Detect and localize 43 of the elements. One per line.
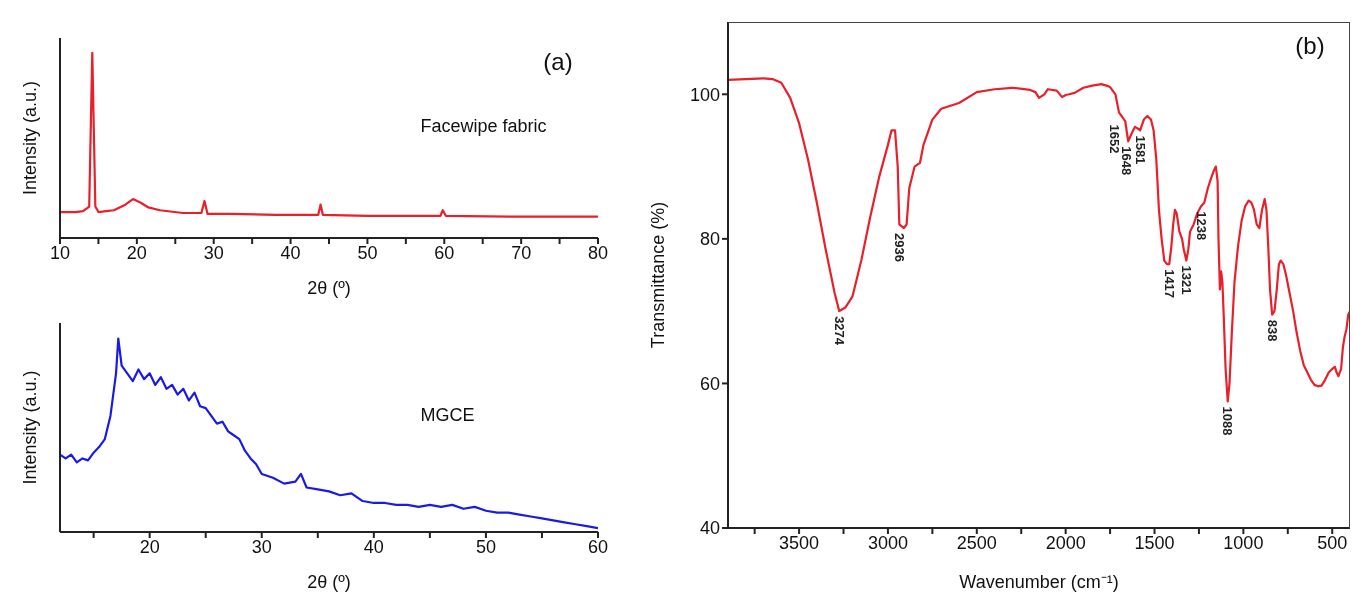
x-tick-label: 50 [357,242,378,263]
x-tick-label: 500 [1317,532,1348,553]
annotation: (a) [543,48,573,75]
x-tick-label: 70 [511,242,532,263]
annotation: 2936 [891,233,907,262]
y-tick-label: 80 [699,229,720,250]
x-axis-title: Wavenumber (cm⁻¹) [959,572,1119,592]
y-axis-title: Intensity (a.u.) [20,370,41,485]
x-tick-label: 2500 [956,532,997,553]
line-series [728,77,1350,403]
text: Facewipe fabric [420,116,547,136]
x-tick-label: 50 [475,536,496,557]
x-tick-label: 2000 [1045,532,1086,553]
x-tick-label: 3000 [867,532,908,553]
annotation: 838 [1264,319,1280,342]
x-axis-title: 2θ (º) [307,278,351,298]
x-tick-label: 40 [363,536,384,557]
annotation: (b) [1295,32,1325,59]
x-tick-label: 3500 [779,532,820,553]
x-tick-label: 10 [49,242,71,263]
text: MGCE [420,405,475,426]
y-tick-label: 60 [699,373,720,394]
y-tick-label: 40 [699,518,720,539]
annotation: 3274 [831,316,847,346]
annotation: 1088 [1220,406,1236,436]
annotation: 1238 [1193,211,1209,241]
x-tick-label: 60 [587,536,609,557]
x-tick-label: 30 [203,242,224,263]
y-tick-label: 100 [689,84,720,105]
x-tick-label: 20 [126,242,147,263]
annotation: 1417 [1161,269,1177,299]
y-axis-title: Transmittance (%) [648,201,669,349]
annotation: 1581 [1132,135,1148,165]
annotation: 1321 [1178,265,1194,295]
x-tick-label: 80 [587,242,609,263]
x-tick-label: 1500 [1134,532,1175,553]
x-tick-label: 60 [434,242,455,263]
x-tick-label: 40 [280,242,301,263]
x-axis-title: 2θ (º) [307,572,351,592]
x-tick-label: 1000 [1223,532,1264,553]
x-tick-label: 30 [251,536,272,557]
x-tick-label: 20 [139,536,160,557]
y-axis-title: Intensity (a.u.) [20,80,41,196]
